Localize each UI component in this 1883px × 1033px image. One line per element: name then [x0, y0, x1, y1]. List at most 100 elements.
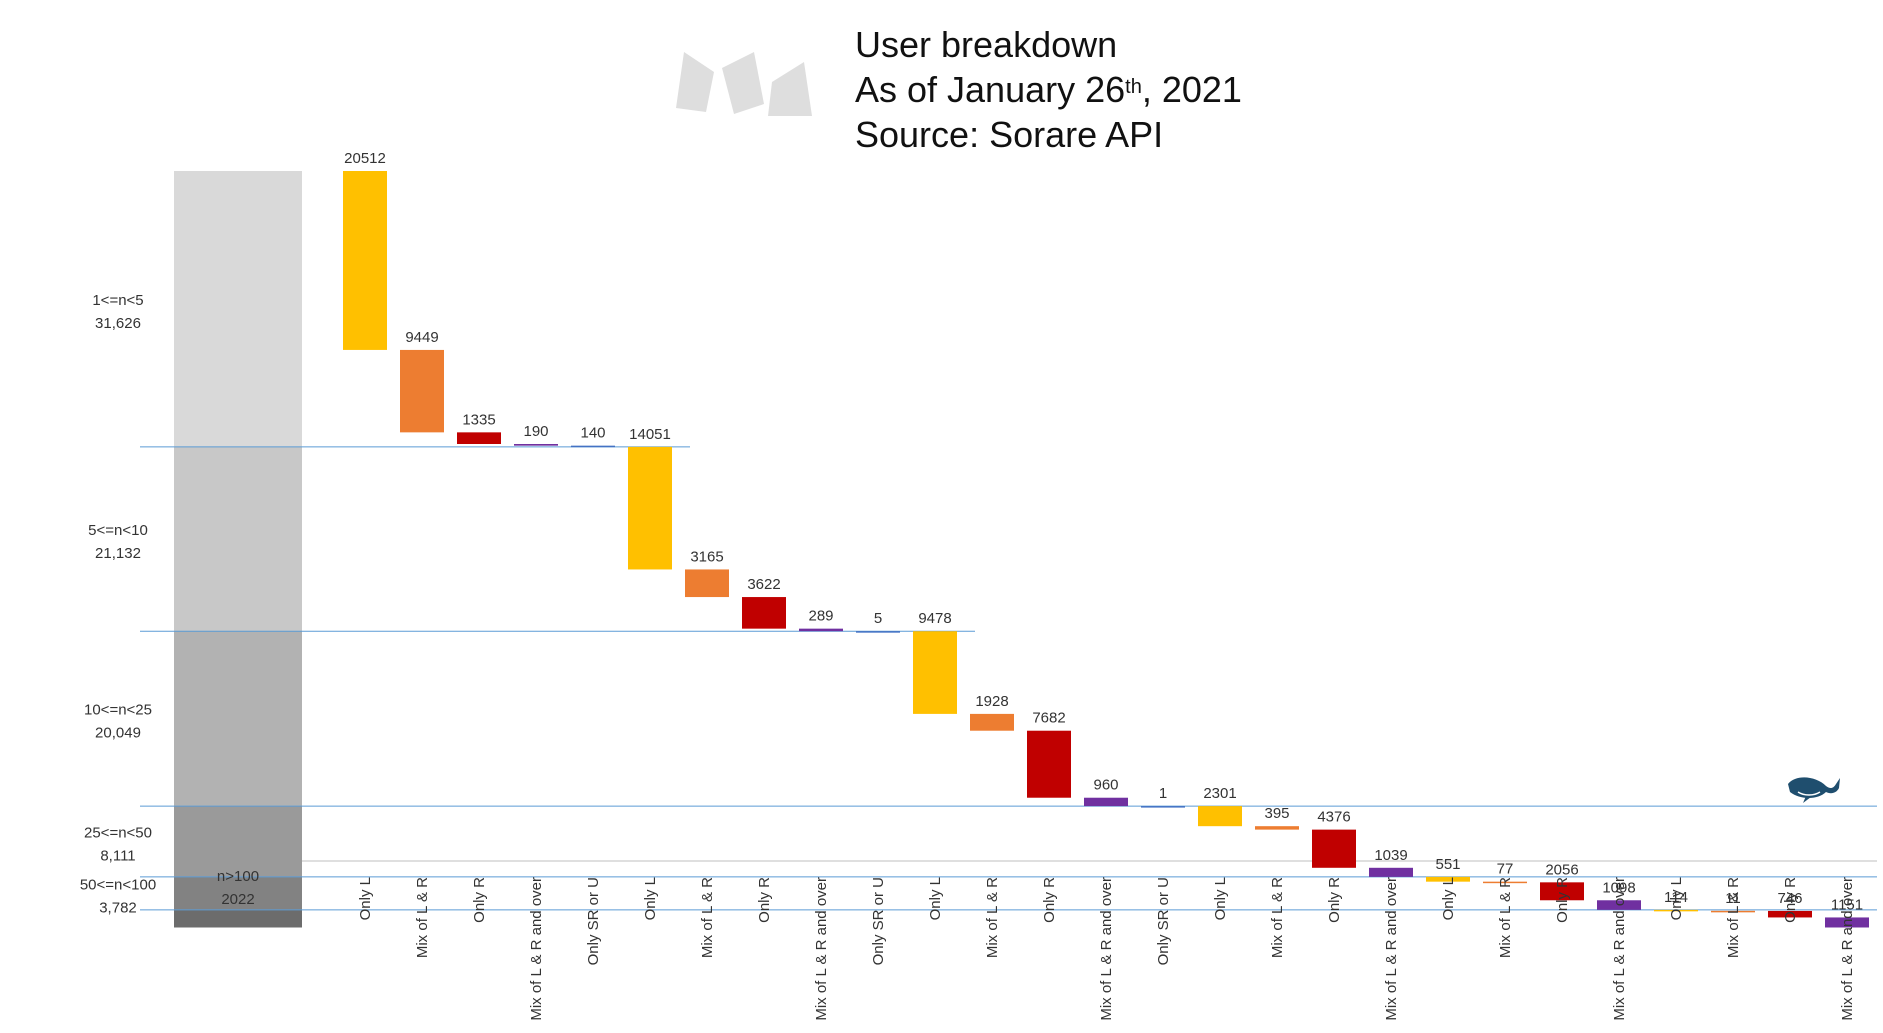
- waterfall-bar: [1711, 910, 1755, 913]
- group-range-label: 50<=n<100: [80, 876, 156, 893]
- data-label: 140: [580, 425, 605, 442]
- group-total-label: 21,132: [95, 545, 141, 562]
- data-label: 1335: [462, 411, 495, 428]
- waterfall-bar: [856, 631, 900, 633]
- chart-title-block: User breakdown As of January 26th, 2021 …: [855, 22, 1242, 157]
- waterfall-bar: [685, 569, 729, 598]
- group-total-label: 20,049: [95, 725, 141, 742]
- waterfall-bar: [628, 446, 672, 570]
- category-label: Mix of L & R and over: [1098, 877, 1115, 1021]
- whale-icon: [1788, 777, 1840, 803]
- data-label: 77: [1497, 861, 1514, 878]
- group-total-label: 2022: [221, 891, 254, 908]
- category-label: Only L: [357, 877, 374, 920]
- data-label: 7682: [1032, 710, 1065, 727]
- date-suffix: , 2021: [1141, 69, 1242, 110]
- category-label: Mix of L & R and over: [528, 877, 545, 1021]
- category-label: Mix of L & R and over: [1383, 877, 1400, 1021]
- data-label: 3165: [690, 548, 723, 565]
- data-label: 9449: [405, 329, 438, 346]
- group-total-label: 3,782: [99, 899, 137, 916]
- data-label: 190: [523, 423, 548, 440]
- group-total-label: 31,626: [95, 315, 141, 332]
- stack-segment: [174, 631, 302, 807]
- waterfall-bar: [1141, 806, 1185, 808]
- category-label: Only L: [642, 877, 659, 920]
- data-label: 1928: [975, 693, 1008, 710]
- waterfall-bar: [400, 349, 444, 433]
- data-label: 551: [1435, 856, 1460, 873]
- waterfall-bar: [514, 443, 558, 446]
- data-label: 1: [1159, 785, 1167, 802]
- waterfall-bar: [970, 713, 1014, 731]
- data-label: 2301: [1203, 785, 1236, 802]
- sorare-logo-icon: [676, 52, 812, 116]
- data-label: 4376: [1317, 809, 1350, 826]
- data-label: 960: [1093, 777, 1118, 794]
- chart-date-line: As of January 26th, 2021: [855, 67, 1242, 112]
- group-range-label: 10<=n<25: [84, 702, 152, 719]
- waterfall-bar: [1084, 797, 1128, 807]
- category-label: Only L: [1440, 877, 1457, 920]
- waterfall-bar: [1540, 882, 1584, 901]
- category-label: Only L: [1212, 877, 1229, 920]
- waterfall-bar: [1255, 826, 1299, 830]
- data-label: 5: [874, 610, 882, 627]
- category-label: Only R: [1554, 877, 1571, 923]
- stack-segment: [174, 446, 302, 632]
- category-label: Only R: [1326, 877, 1343, 923]
- data-label: 2056: [1545, 861, 1578, 878]
- date-superscript: th: [1125, 76, 1142, 98]
- stack-segment: [174, 909, 302, 928]
- category-label: Mix of L & R and over: [1839, 877, 1856, 1021]
- waterfall-bar: [1483, 881, 1527, 884]
- stack-segment: [174, 876, 302, 910]
- waterfall-bar: [1597, 900, 1641, 910]
- stack-segment: [174, 806, 302, 877]
- group-range-label: 1<=n<5: [92, 292, 143, 309]
- group-total-label: 8,111: [100, 847, 135, 864]
- waterfall-bar: [457, 432, 501, 444]
- waterfall-bar: [742, 597, 786, 629]
- date-prefix: As of January 26: [855, 69, 1126, 110]
- category-label: Mix of L & R: [699, 877, 716, 958]
- waterfall-bar: [343, 171, 387, 350]
- data-label: 20512: [344, 150, 386, 167]
- category-label: Only SR or U: [1155, 877, 1172, 965]
- waterfall-bar: [1654, 909, 1698, 912]
- data-label: 9478: [918, 610, 951, 627]
- waterfall-bar: [1312, 829, 1356, 868]
- data-label: 1039: [1374, 847, 1407, 864]
- data-label: 1098: [1602, 879, 1635, 896]
- category-label: Mix of L & R: [984, 877, 1001, 958]
- group-range-label: 5<=n<10: [88, 522, 148, 539]
- data-label: 289: [808, 608, 833, 625]
- chart-source: Source: Sorare API: [855, 114, 1164, 155]
- category-label: Mix of L & R: [1269, 877, 1286, 958]
- waterfall-bar: [1027, 730, 1071, 798]
- category-label: Only L: [1668, 877, 1685, 920]
- category-label: Mix of L & R: [1497, 877, 1514, 958]
- waterfall-bar: [1198, 806, 1242, 827]
- stack-segment: [174, 171, 302, 447]
- data-label: 1151: [1831, 896, 1863, 913]
- data-label: 11: [1725, 890, 1741, 907]
- category-label: Mix of L & R and over: [1611, 877, 1628, 1021]
- waterfall-bar: [799, 628, 843, 632]
- chart-title: User breakdown: [855, 24, 1118, 65]
- waterfall-bar: [1369, 867, 1413, 877]
- data-label: 14051: [629, 426, 671, 443]
- category-label: Mix of L & R and over: [813, 877, 830, 1021]
- category-label: Only SR or U: [585, 877, 602, 965]
- category-label: Only SR or U: [870, 877, 887, 965]
- waterfall-bar: [1768, 910, 1812, 918]
- waterfall-bar: [913, 631, 957, 714]
- data-label: 746: [1777, 890, 1802, 907]
- category-label: Only R: [1041, 877, 1058, 923]
- data-label: 114: [1664, 889, 1688, 906]
- category-label: Only R: [756, 877, 773, 923]
- category-label: Mix of L & R: [414, 877, 431, 958]
- data-label: 3622: [747, 576, 780, 593]
- group-range-label: 25<=n<50: [84, 824, 152, 841]
